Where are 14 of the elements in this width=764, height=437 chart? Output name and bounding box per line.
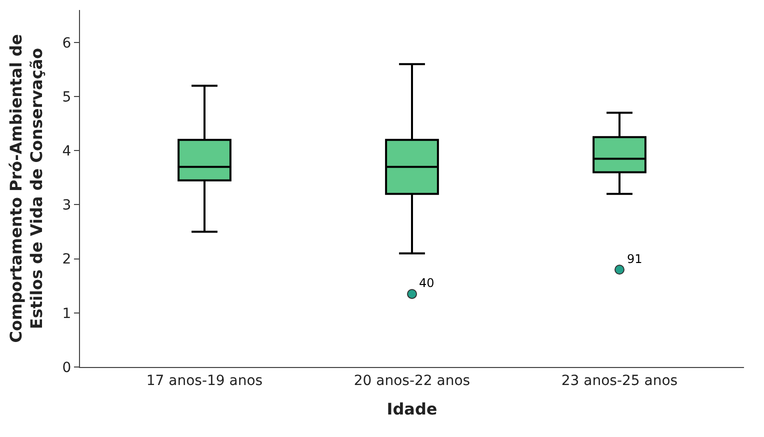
y-tick-label: 5 bbox=[62, 89, 72, 106]
y-tick-label: 0 bbox=[62, 360, 72, 376]
y-tick-label: 2 bbox=[62, 252, 72, 268]
annotation: 40 bbox=[419, 276, 434, 290]
x-tick-label: 20 anos-22 anos bbox=[354, 372, 470, 389]
x-axis-title: Idade bbox=[386, 400, 438, 418]
y-tick-label: 3 bbox=[62, 198, 72, 214]
x-tick-label: 17 anos-19 anos bbox=[146, 372, 263, 389]
y-tick-label: 6 bbox=[62, 35, 72, 52]
annotation: 91 bbox=[627, 252, 642, 266]
y-axis-title: Comportamento Pró-Ambiental de Estilos de Vida de Conservação bbox=[6, 34, 46, 343]
x-tick-label: 23 anos-25 anos bbox=[561, 372, 678, 389]
y-tick-label: 1 bbox=[62, 306, 72, 322]
y-tick-label: 4 bbox=[62, 144, 72, 160]
